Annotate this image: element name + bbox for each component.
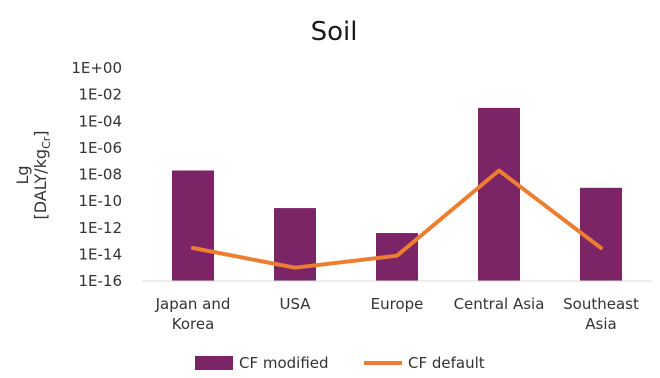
x-tick-label: Central Asia [454,295,545,313]
y-tick-label: 1E-06 [78,139,122,157]
y-tick-label: 1E-14 [78,245,122,263]
bar [478,108,520,281]
legend-label-cf-modified: CF modified [239,354,329,372]
x-tick-label: USA [279,295,311,313]
y-tick-label: 1E-08 [78,166,122,184]
y-tick-label: 1E-10 [78,192,122,210]
y-tick-label: 1E+00 [71,59,122,77]
y-axis-label-line2: [DALY/kgCr] [31,130,53,219]
y-axis-label-line1: Lg [13,165,32,184]
y-axis-label: Lg [DALY/kgCr] [13,130,53,219]
x-tick-label: Europe [371,295,424,313]
bar [172,170,214,281]
y-tick-label: 1E-16 [78,272,122,290]
y-tick-label: 1E-04 [78,112,122,130]
cf-default-line [193,171,601,268]
legend-label-cf-default: CF default [408,354,485,372]
y-tick-label: 1E-02 [78,86,122,104]
bar [274,208,316,281]
line-series [193,170,601,267]
legend: CF modified CF default [195,354,485,372]
y-axis-ticks: 1E-16 1E-14 1E-12 1E-10 1E-08 1E-06 1E-04 1E-02… [71,59,122,290]
legend-swatch-cf-modified [195,356,233,370]
chart-title: Soil [311,17,358,47]
y-tick-label: 1E-12 [78,219,122,237]
